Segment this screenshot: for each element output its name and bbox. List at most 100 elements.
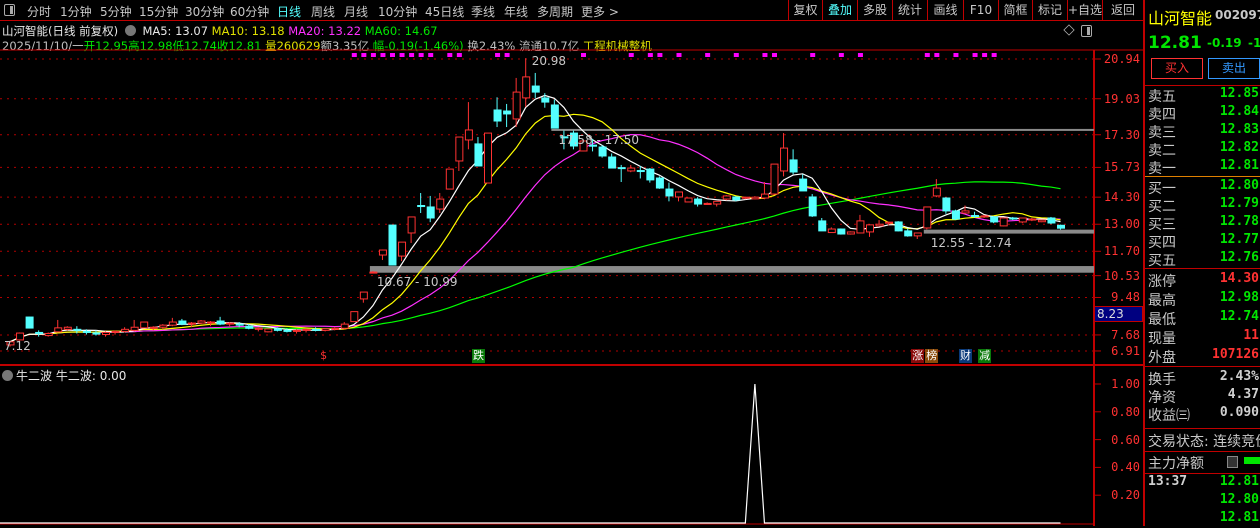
signal-marker [934, 53, 940, 57]
candle-body [340, 323, 349, 329]
candle [971, 211, 980, 218]
stat-label: 现量 [1148, 331, 1176, 347]
indicator-dropdown-icon[interactable] [2, 370, 13, 381]
ma10-value: MA10: 13.18 [211, 24, 285, 38]
candle-body [818, 220, 827, 232]
candle-body [608, 156, 617, 169]
ask-row: 卖一 12.81 [1148, 158, 1260, 177]
candle-body [407, 216, 416, 234]
ma60-line [9, 181, 1061, 343]
ask-row: 卖三 12.83 [1148, 122, 1260, 141]
toolbar-button-9[interactable]: 返回 [1102, 0, 1143, 20]
divider [1145, 473, 1260, 474]
candle-body [474, 143, 483, 167]
toolbar-button-0[interactable]: 复权 [788, 0, 822, 20]
candle-body [493, 109, 502, 122]
kline-chart[interactable] [0, 0, 1143, 526]
candle-body [426, 206, 435, 219]
candle-body [913, 232, 922, 237]
tab-5[interactable]: 60分钟 [230, 5, 270, 19]
event-tag[interactable]: 涨 [911, 349, 925, 363]
indicator-axis-label: 0.80 [1111, 404, 1140, 419]
tab-9[interactable]: 10分钟 [378, 5, 418, 19]
ask-label: 卖二 [1148, 143, 1176, 159]
candle-body [111, 330, 120, 333]
tab-11[interactable]: 季线 [471, 5, 496, 19]
tab-10[interactable]: 45日线 [425, 5, 465, 19]
toolbar-button-7[interactable]: 标记 [1032, 0, 1067, 20]
candle-body [741, 196, 750, 199]
toolbar-button-2[interactable]: 多股 [857, 0, 892, 20]
toolbar-button-6[interactable]: 简框 [998, 0, 1032, 20]
indicator-axis-label: 0.40 [1111, 460, 1140, 475]
tab-12[interactable]: 年线 [504, 5, 529, 19]
candle [455, 136, 464, 171]
candle-body [73, 328, 82, 331]
fundamental-row: 换手 2.43% [1148, 369, 1260, 388]
list-icon[interactable] [1227, 456, 1238, 468]
candle [827, 227, 836, 234]
toolbar-button-4[interactable]: 画线 [927, 0, 963, 20]
candle [789, 149, 798, 175]
last-price: 12.81 [1148, 33, 1202, 53]
event-tag[interactable]: $ [320, 349, 328, 362]
dropdown-icon[interactable] [124, 25, 136, 36]
candle [130, 319, 139, 332]
candle-body [54, 327, 63, 333]
event-tag[interactable]: 榜 [925, 349, 939, 363]
candle-body [436, 198, 445, 210]
candle [159, 324, 168, 330]
ask-label: 卖五 [1148, 89, 1176, 105]
bid-price: 12.80 [1219, 178, 1259, 193]
candle-body [369, 271, 378, 274]
sell-button[interactable]: 卖出 [1208, 58, 1260, 79]
candle [904, 228, 913, 237]
bid-price: 12.78 [1219, 214, 1259, 229]
candle [846, 231, 855, 235]
divider [1145, 268, 1260, 269]
tab-14[interactable]: 更多 > [581, 5, 619, 19]
fundamental-value: 2.43% [1219, 369, 1259, 384]
ma5-line [9, 94, 1061, 343]
event-tag[interactable]: 减 [978, 349, 992, 363]
toolbar-button-3[interactable]: 统计 [892, 0, 927, 20]
tab-4[interactable]: 30分钟 [185, 5, 225, 19]
candle-body [140, 321, 149, 329]
toolbar-button-1[interactable]: 叠加 [822, 0, 857, 20]
candle-body [1018, 217, 1027, 223]
sidebar-toggle-icon[interactable] [1081, 25, 1092, 37]
tab-0[interactable]: 分时 [27, 5, 52, 19]
event-tag[interactable]: 财 [959, 349, 972, 363]
panel-toggle-icon[interactable] [4, 4, 15, 16]
tab-6[interactable]: 日线 [277, 5, 302, 19]
tab-13[interactable]: 多周期 [537, 5, 574, 19]
price-axis-label: 13.00 [1103, 217, 1140, 232]
signal-marker [370, 53, 376, 57]
ask-price: 12.84 [1219, 104, 1259, 119]
candle [82, 329, 91, 335]
tab-7[interactable]: 周线 [311, 5, 336, 19]
candle [608, 153, 617, 169]
support-zone-label: 10.67 - 10.99 [376, 274, 458, 289]
signal-marker [772, 53, 777, 57]
fundamental-value: 0.090 [1219, 405, 1259, 420]
candle [990, 215, 999, 224]
bid-row: 买五 12.76 [1148, 250, 1260, 269]
candle [63, 326, 72, 331]
fundamental-label: 收益㈢ [1148, 408, 1190, 424]
tab-3[interactable]: 15分钟 [139, 5, 179, 19]
candle [378, 249, 387, 261]
toolbar-button-8[interactable]: +自选 [1067, 0, 1102, 20]
support-zone [369, 266, 1094, 273]
buy-button[interactable]: 买入 [1151, 58, 1203, 79]
signal-marker [504, 53, 510, 57]
signal-marker [838, 53, 844, 57]
candle-body [216, 320, 225, 325]
toolbar-button-5[interactable]: F10 [963, 0, 998, 20]
event-tag[interactable]: 跌 [471, 349, 485, 363]
tab-1[interactable]: 1分钟 [60, 5, 92, 19]
tab-8[interactable]: 月线 [344, 5, 369, 19]
tab-2[interactable]: 5分钟 [100, 5, 132, 19]
candle [340, 322, 349, 330]
ma5-value: MA5: 13.07 [142, 24, 209, 38]
